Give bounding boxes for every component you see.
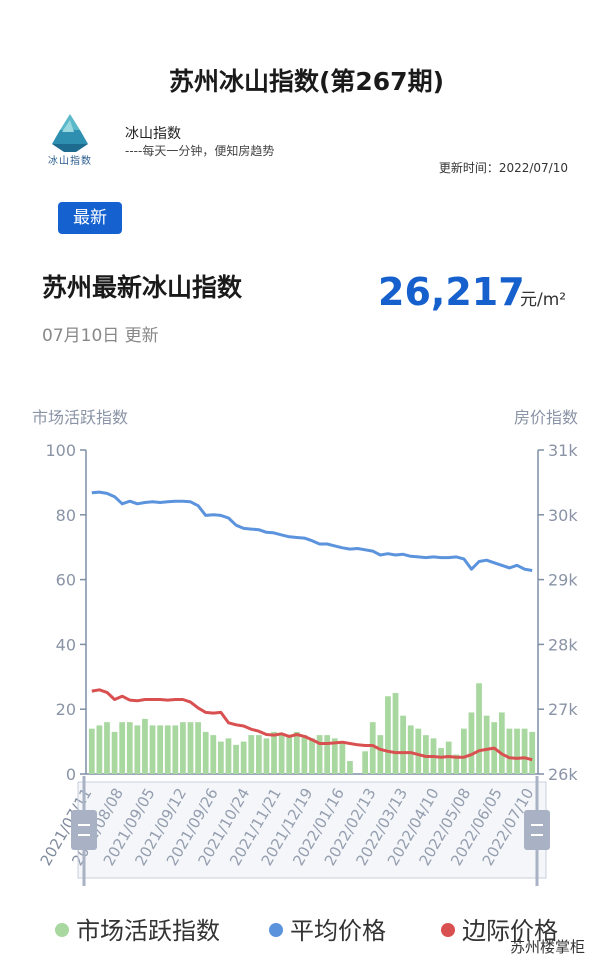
activity-bar xyxy=(529,731,536,774)
update-date: 07月10日 更新 xyxy=(42,326,159,346)
activity-bar xyxy=(324,735,331,774)
activity-bar xyxy=(134,725,141,774)
left-tick-label: 0 xyxy=(66,765,76,784)
activity-bar xyxy=(88,728,95,774)
activity-bar xyxy=(104,722,110,774)
legend-marker xyxy=(269,923,283,937)
watermark-text: 苏州楼掌柜 xyxy=(509,938,585,956)
right-tick-label: 28k xyxy=(548,635,578,654)
right-tick-label: 30k xyxy=(548,506,578,525)
left-tick-label: 60 xyxy=(56,571,76,590)
marginal-price-line xyxy=(91,688,533,762)
activity-bar xyxy=(172,725,179,774)
activity-bar xyxy=(498,712,505,774)
activity-bar xyxy=(460,728,467,774)
price-unit: 元/m² xyxy=(520,290,567,310)
activity-bar xyxy=(438,748,444,774)
activity-bar xyxy=(142,718,148,774)
average-price-line xyxy=(91,490,533,572)
activity-bar xyxy=(180,722,186,774)
activity-bar xyxy=(225,738,232,774)
activity-bar xyxy=(369,722,376,774)
left-tick-label: 20 xyxy=(56,700,76,719)
latest-price: 26,217 xyxy=(378,270,525,314)
page-title: 苏州冰山指数(第267期) xyxy=(168,67,445,96)
brand-slogan: ----每天一分钟，便知房趋势 xyxy=(125,144,275,158)
price-activity-chart: 市场活跃指数 房价指数 0 20 40 60 80 100 26k 27k 28k 29k 30k 31k… xyxy=(32,408,578,945)
activity-bar xyxy=(278,735,285,774)
activity-bar xyxy=(187,722,194,774)
legend-marker xyxy=(441,923,455,937)
activity-bar xyxy=(339,741,346,774)
activity-bar xyxy=(248,735,255,774)
activity-bar xyxy=(377,735,384,774)
activity-bar xyxy=(521,728,528,774)
zoom-handle-left xyxy=(71,810,97,850)
activity-bar xyxy=(240,741,247,774)
headline: 苏州最新冰山指数 xyxy=(42,273,243,302)
activity-bar xyxy=(263,738,270,774)
activity-bar xyxy=(407,725,414,774)
left-axis-title: 市场活跃指数 xyxy=(32,408,128,427)
activity-bar xyxy=(309,738,315,774)
left-tick-label: 80 xyxy=(56,506,76,525)
update-time: 更新时间：2022/07/10 xyxy=(438,161,568,175)
right-tick-label: 27k xyxy=(548,700,578,719)
activity-bar xyxy=(195,722,201,774)
activity-bar xyxy=(286,735,293,774)
left-tick-label: 100 xyxy=(45,441,76,460)
legend-marker xyxy=(55,923,69,937)
activity-bar xyxy=(415,728,422,774)
right-tick-label: 26k xyxy=(548,765,578,784)
activity-bar xyxy=(233,744,239,774)
activity-bar xyxy=(385,696,391,774)
activity-bar xyxy=(301,735,308,774)
activity-bar xyxy=(316,735,323,774)
activity-bar xyxy=(126,722,133,774)
activity-bar xyxy=(217,741,224,774)
right-axis-title: 房价指数 xyxy=(514,408,578,427)
brand-name: 冰山指数 xyxy=(125,126,181,142)
zoom-slider-track xyxy=(77,781,547,879)
zoom-handle-right xyxy=(524,810,550,850)
activity-bar xyxy=(362,751,369,774)
activity-bar xyxy=(331,738,338,774)
activity-bar xyxy=(476,683,482,774)
activity-bar xyxy=(96,725,103,774)
activity-bar xyxy=(347,761,353,774)
activity-bar xyxy=(400,715,407,774)
activity-bar xyxy=(111,731,118,774)
activity-bar xyxy=(483,715,490,774)
activity-bar xyxy=(468,712,475,774)
legend-label: 市场活跃指数 xyxy=(76,917,220,945)
activity-bar xyxy=(514,728,520,774)
latest-badge: 最新 xyxy=(58,202,122,234)
activity-bar xyxy=(157,725,164,774)
right-tick-label: 31k xyxy=(548,441,578,460)
activity-bar xyxy=(119,722,126,774)
activity-bar xyxy=(506,728,513,774)
activity-bar xyxy=(423,735,429,774)
right-tick-label: 29k xyxy=(548,571,578,590)
logo-text: 冰山指数 xyxy=(48,156,92,167)
iceberg-logo-icon xyxy=(52,114,88,152)
activity-bar xyxy=(453,754,460,774)
left-tick-label: 40 xyxy=(56,635,76,654)
activity-bar xyxy=(255,735,262,774)
activity-bar xyxy=(164,725,171,774)
activity-bar xyxy=(210,735,217,774)
legend-label: 平均价格 xyxy=(290,917,386,945)
legend-label: 边际价格 xyxy=(462,917,558,945)
activity-bar xyxy=(149,725,156,774)
activity-bar xyxy=(202,731,209,774)
activity-bar xyxy=(392,693,399,774)
activity-bar xyxy=(271,731,277,774)
activity-bar xyxy=(293,731,300,774)
